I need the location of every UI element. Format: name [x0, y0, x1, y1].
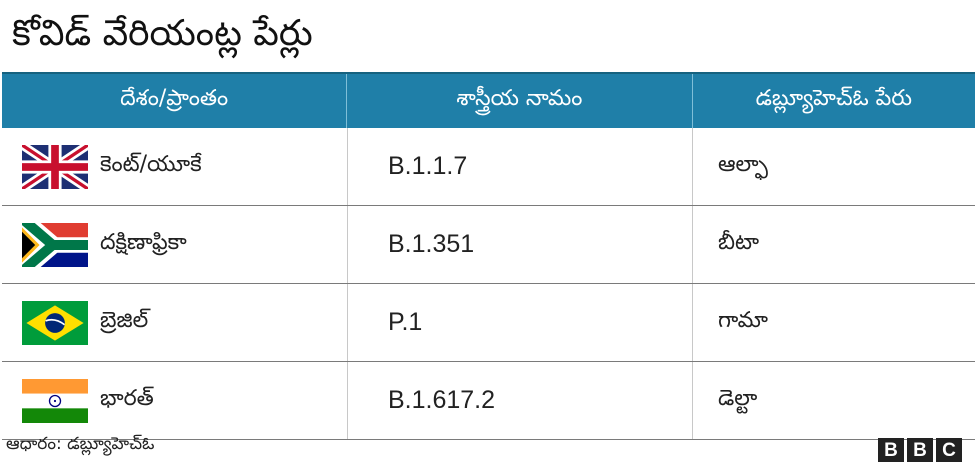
bbc-logo: B B C: [878, 438, 962, 462]
bbc-logo-letter: C: [936, 438, 962, 462]
variants-table: దేశం/ప్రాంతం శాస్త్రీయ నామం డబ్ల్యూహెచ్ఓ…: [2, 72, 975, 440]
country-cell: బ్రెజిల్: [2, 284, 347, 361]
bbc-logo-letter: B: [907, 438, 933, 462]
brazil-flag-icon: [22, 300, 88, 345]
header-country: దేశం/ప్రాంతం: [120, 86, 229, 111]
source-note: ఆధారం: డబ్ల్యూహెచ్ఓ: [6, 434, 155, 454]
uk-flag-icon: [22, 144, 88, 189]
scientific-name-cell: B.1.1.7: [347, 128, 692, 205]
table-row: దక్షిణాఫ్రికా B.1.351 బీటా: [2, 206, 975, 284]
header-who-name: డబ్ల్యూహెచ్ఓ పేరు: [691, 74, 975, 128]
scientific-name-cell: B.1.351: [347, 206, 692, 283]
country-cell: కెంట్/యూకే: [2, 128, 347, 205]
country-name: భారత్: [100, 385, 154, 411]
table-row: బ్రెజిల్ P.1 గామా: [2, 284, 975, 362]
table-row: భారత్ B.1.617.2 డెల్టా: [2, 362, 975, 440]
country-cell: దక్షిణాఫ్రికా: [2, 206, 347, 283]
country-name: బ్రెజిల్: [100, 307, 149, 333]
country-cell: భారత్: [2, 362, 347, 439]
table-row: కెంట్/యూకే B.1.1.7 ఆల్ఫా: [2, 128, 975, 206]
who-name-cell: గామా: [692, 284, 975, 361]
south-africa-flag-icon: [22, 222, 88, 267]
country-name: కెంట్/యూకే: [100, 151, 202, 177]
table-header: దేశం/ప్రాంతం శాస్త్రీయ నామం డబ్ల్యూహెచ్ఓ…: [2, 72, 975, 128]
india-flag-icon: [22, 378, 88, 423]
who-name-cell: డెల్టా: [692, 362, 975, 439]
scientific-name-cell: P.1: [347, 284, 692, 361]
page-title: కోవిడ్ వేరియంట్ల పేర్లు: [12, 13, 313, 54]
scientific-name-cell: B.1.617.2: [347, 362, 692, 439]
who-name-cell: బీటా: [692, 206, 975, 283]
header-scientific-name: శాస్త్రీయ నామం: [346, 74, 691, 128]
who-name-cell: ఆల్ఫా: [692, 128, 975, 205]
country-name: దక్షిణాఫ్రికా: [100, 229, 187, 255]
bbc-logo-letter: B: [878, 438, 904, 462]
